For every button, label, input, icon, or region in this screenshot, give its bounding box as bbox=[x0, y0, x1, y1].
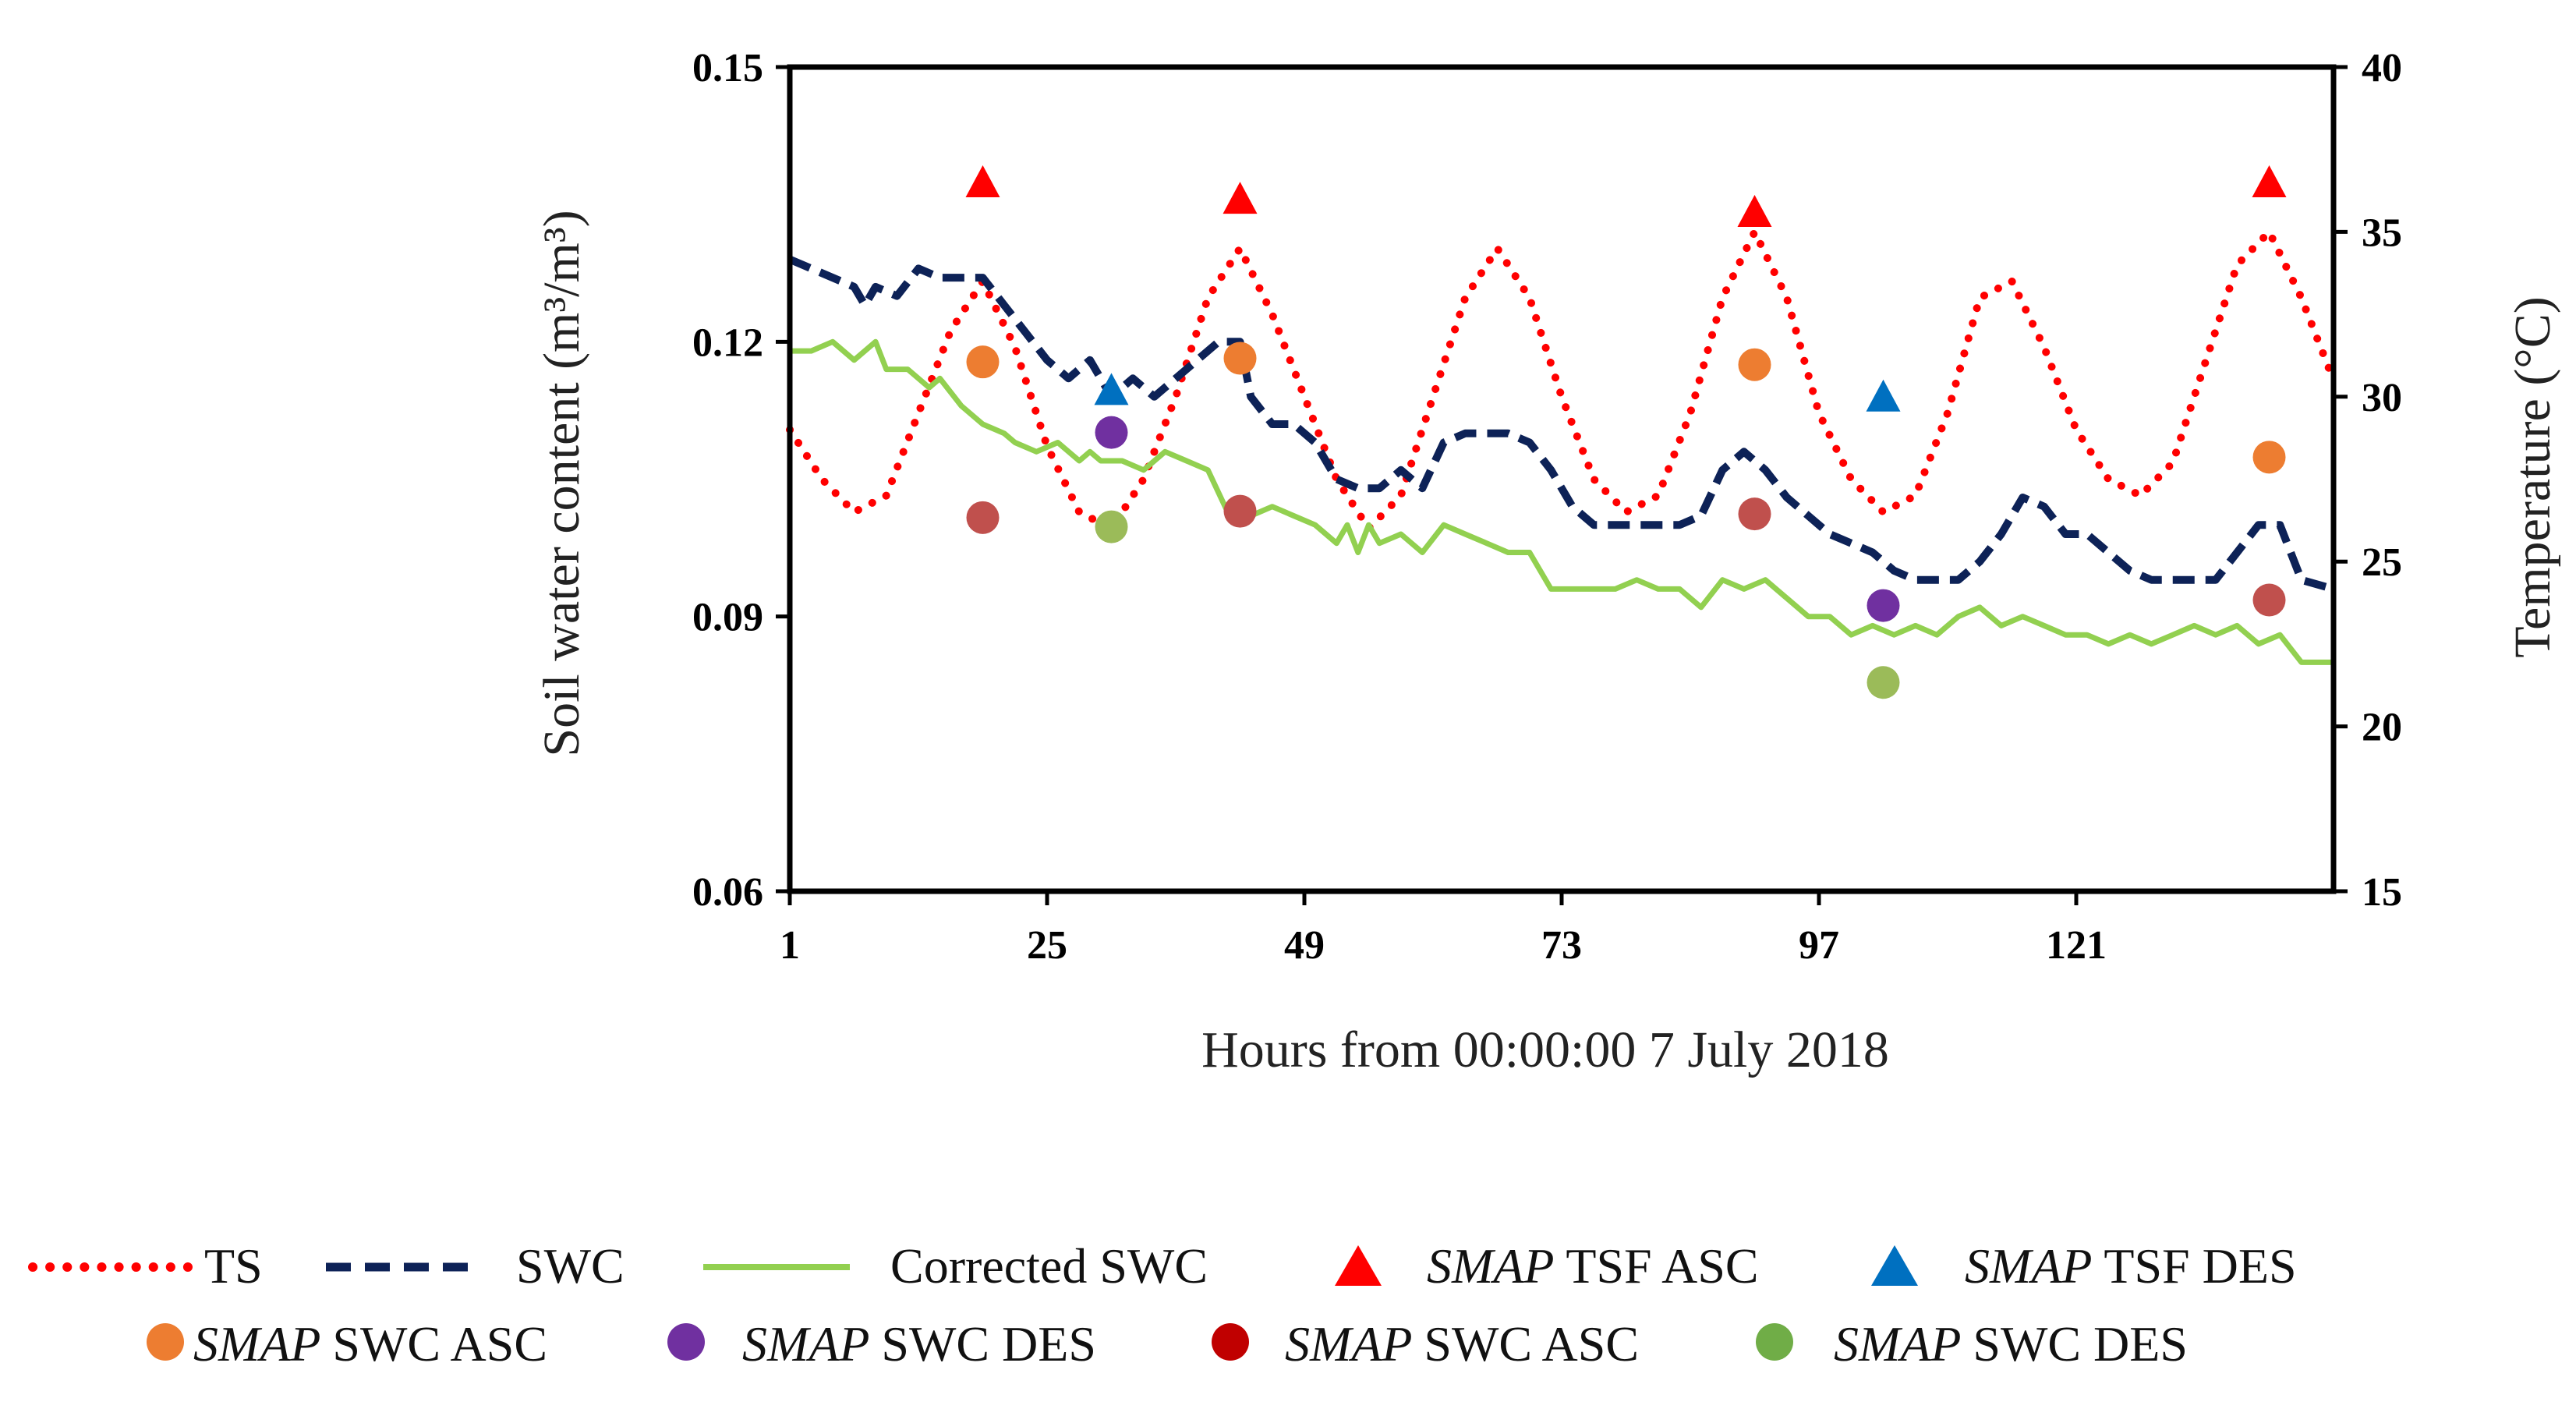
marker-smap-tsf-des-4-1 bbox=[1866, 379, 1901, 412]
legend-item-0: TS bbox=[28, 1238, 263, 1294]
marker-smap-swc-asc-5-3 bbox=[2252, 441, 2286, 474]
series-line-corrected-swc-2 bbox=[790, 338, 2334, 665]
series-line-ts-0 bbox=[786, 228, 2337, 533]
legend-label-text: SWC DES bbox=[1973, 1316, 2188, 1372]
legend-item-7: SMAP SWC ASC bbox=[1212, 1316, 1639, 1372]
marker-smap-tsf-asc-3-0 bbox=[965, 165, 1000, 197]
x-axis-title: Hours from 00:00:00 7 July 2018 bbox=[1201, 1021, 1889, 1078]
legend-label-8: SMAP SWC DES bbox=[1834, 1316, 2188, 1372]
marker-smap-swc-des-8-1 bbox=[1867, 666, 1900, 699]
legend-label-italic: SMAP bbox=[193, 1316, 332, 1372]
legend-label-3: SMAP TSF ASC bbox=[1427, 1238, 1759, 1294]
legend-symbol-triangle-4 bbox=[1871, 1245, 1918, 1286]
legend-label-6: SMAP SWC DES bbox=[742, 1316, 1096, 1372]
legend-label-text: SWC bbox=[516, 1238, 625, 1294]
axes bbox=[787, 64, 2337, 894]
marker-smap-swc-asc-5-0 bbox=[966, 345, 1000, 379]
legend-item-8: SMAP SWC DES bbox=[1756, 1316, 2188, 1372]
legend-label-italic: SMAP bbox=[1834, 1316, 1973, 1372]
legend-label-text: SWC ASC bbox=[1424, 1316, 1639, 1372]
x-tick-label-121: 121 bbox=[2046, 923, 2107, 968]
marker-smap-swc-asc-7-0 bbox=[966, 501, 1000, 534]
marker-smap-tsf-asc-3-2 bbox=[1737, 195, 1772, 228]
legend-item-6: SMAP SWC DES bbox=[667, 1316, 1096, 1372]
y-left-tick-label-3: 0.15 bbox=[692, 46, 763, 90]
marker-smap-swc-asc-7-1 bbox=[1223, 494, 1257, 528]
x-tick-label-49: 49 bbox=[1284, 923, 1325, 968]
y-right-tick-label-20: 20 bbox=[2362, 706, 2402, 750]
y-left-tick-label-2: 0.12 bbox=[692, 320, 763, 365]
legend-item-3: SMAP TSF ASC bbox=[1335, 1238, 1759, 1294]
y-left-tick-label-1: 0.09 bbox=[692, 596, 763, 640]
plot-lines bbox=[786, 228, 2337, 665]
legend-label-4: SMAP TSF DES bbox=[1965, 1238, 2297, 1294]
legend-label-7: SMAP SWC ASC bbox=[1285, 1316, 1639, 1372]
series-line-swc-1 bbox=[788, 256, 2335, 593]
legend-item-2: Corrected SWC bbox=[703, 1238, 1208, 1294]
legend-label-2: Corrected SWC bbox=[890, 1238, 1208, 1294]
legend-symbol-circle-6 bbox=[667, 1323, 705, 1361]
legend-symbol-triangle-3 bbox=[1335, 1245, 1382, 1286]
plot-markers bbox=[965, 165, 2287, 699]
marker-smap-tsf-asc-3-1 bbox=[1223, 182, 1258, 214]
y-right-tick-label-35: 35 bbox=[2362, 211, 2402, 255]
legend-item-4: SMAP TSF DES bbox=[1871, 1238, 2297, 1294]
y-right-tick-label-30: 30 bbox=[2362, 376, 2402, 420]
marker-smap-swc-des-6-0 bbox=[1095, 416, 1128, 449]
y-axis-right-title: Temperature (°C) bbox=[2504, 296, 2561, 657]
x-tick-label-25: 25 bbox=[1027, 923, 1067, 968]
legend-label-text: SWC ASC bbox=[332, 1316, 547, 1372]
plot-frame bbox=[787, 64, 2337, 894]
legend-label-italic: SMAP bbox=[1427, 1238, 1566, 1294]
legend-label-text: TS bbox=[204, 1238, 263, 1294]
legend-symbol-circle-7 bbox=[1212, 1323, 1249, 1361]
legend-label-1: SWC bbox=[516, 1238, 625, 1294]
y-axis-left-title: Soil water content (m³/m³) bbox=[533, 210, 590, 756]
legend-label-italic: SMAP bbox=[1965, 1238, 2104, 1294]
x-tick-label-1: 1 bbox=[780, 923, 800, 968]
legend-label-italic: SMAP bbox=[742, 1316, 881, 1372]
marker-smap-swc-asc-5-2 bbox=[1738, 348, 1771, 381]
legend: TS SWC Corrected SWC SMAP TSF ASC SMAP TSF D… bbox=[28, 1238, 2297, 1372]
y-right-tick-label-15: 15 bbox=[2362, 870, 2402, 915]
legend-label-text: Corrected SWC bbox=[890, 1238, 1208, 1294]
marker-smap-swc-des-8-0 bbox=[1095, 510, 1128, 543]
y-right-tick-label-40: 40 bbox=[2362, 46, 2402, 90]
marker-smap-swc-asc-5-1 bbox=[1223, 342, 1257, 375]
legend-label-text: TSF DES bbox=[2104, 1238, 2296, 1294]
legend-label-text: TSF ASC bbox=[1566, 1238, 1758, 1294]
marker-smap-tsf-asc-3-3 bbox=[2252, 165, 2287, 197]
ticks: 1 25 49 73 97 121 0.06 0.09 0.12 0.15 15 20 25 30 35 40 bbox=[692, 46, 2402, 968]
legend-label-text: SWC DES bbox=[881, 1316, 1096, 1372]
marker-smap-tsf-des-4-0 bbox=[1094, 373, 1129, 405]
legend-item-1: SWC bbox=[326, 1238, 625, 1294]
legend-label-5: SMAP SWC ASC bbox=[193, 1316, 547, 1372]
legend-symbol-circle-8 bbox=[1756, 1323, 1793, 1361]
y-right-tick-label-25: 25 bbox=[2362, 540, 2402, 585]
legend-symbol-circle-5 bbox=[147, 1323, 184, 1361]
marker-smap-swc-asc-7-3 bbox=[2252, 583, 2286, 617]
legend-label-0: TS bbox=[204, 1238, 263, 1294]
x-tick-label-97: 97 bbox=[1799, 923, 1839, 968]
marker-smap-swc-asc-7-2 bbox=[1738, 497, 1771, 531]
legend-label-italic: SMAP bbox=[1285, 1316, 1424, 1372]
y-left-tick-label-0: 0.06 bbox=[692, 870, 763, 915]
x-tick-label-73: 73 bbox=[1541, 923, 1582, 968]
legend-item-5: SMAP SWC ASC bbox=[147, 1316, 547, 1372]
marker-smap-swc-des-6-1 bbox=[1867, 589, 1900, 622]
